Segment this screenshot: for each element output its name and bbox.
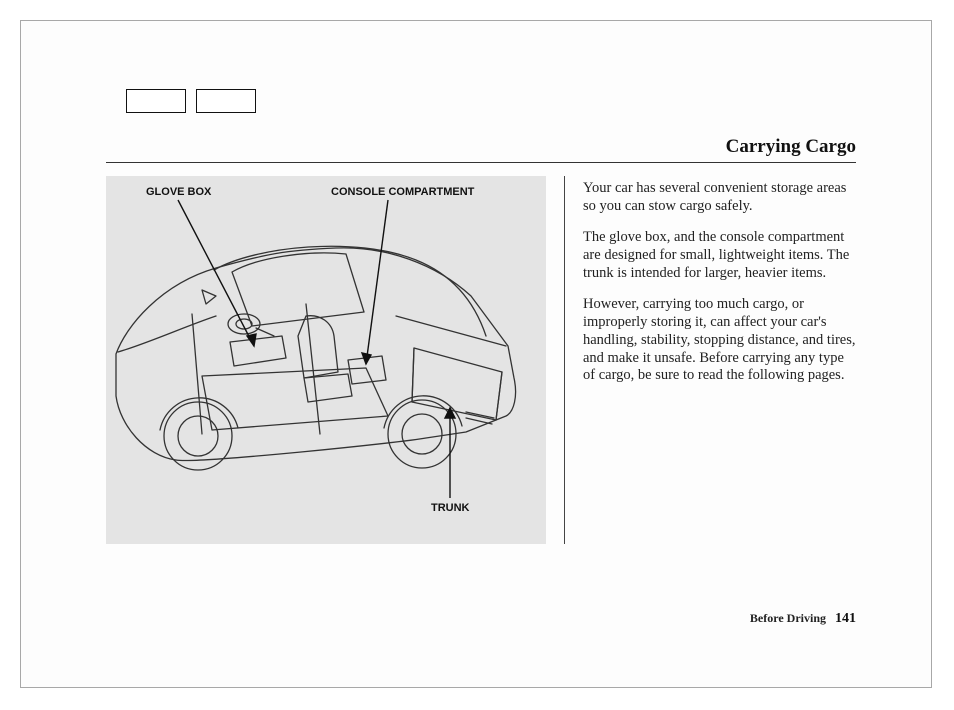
nav-box-prev[interactable] [126,89,186,113]
footer-page-number: 141 [835,611,856,626]
footer: Before Driving 141 [750,611,856,627]
paragraph-2: The glove box, and the console compartme… [583,229,856,282]
car-diagram [106,176,546,544]
content-area: GLOVE BOX CONSOLE COMPARTMENT TRUNK Your… [106,176,856,587]
paragraph-1: Your car has several convenient storage … [583,180,856,215]
header-row: Carrying Cargo [106,136,856,163]
label-glove-box: GLOVE BOX [146,186,211,198]
label-console-compartment: CONSOLE COMPARTMENT [331,186,474,198]
diagram-panel: GLOVE BOX CONSOLE COMPARTMENT TRUNK [106,176,546,544]
column-divider [564,176,565,544]
page-title: Carrying Cargo [726,136,856,157]
label-trunk: TRUNK [431,502,470,514]
paragraph-3: However, carrying too much cargo, or imp… [583,296,856,384]
top-nav [126,89,256,113]
footer-section: Before Driving [750,611,826,625]
text-column: Your car has several convenient storage … [583,176,856,587]
nav-box-next[interactable] [196,89,256,113]
page-frame: Carrying Cargo [20,20,932,688]
